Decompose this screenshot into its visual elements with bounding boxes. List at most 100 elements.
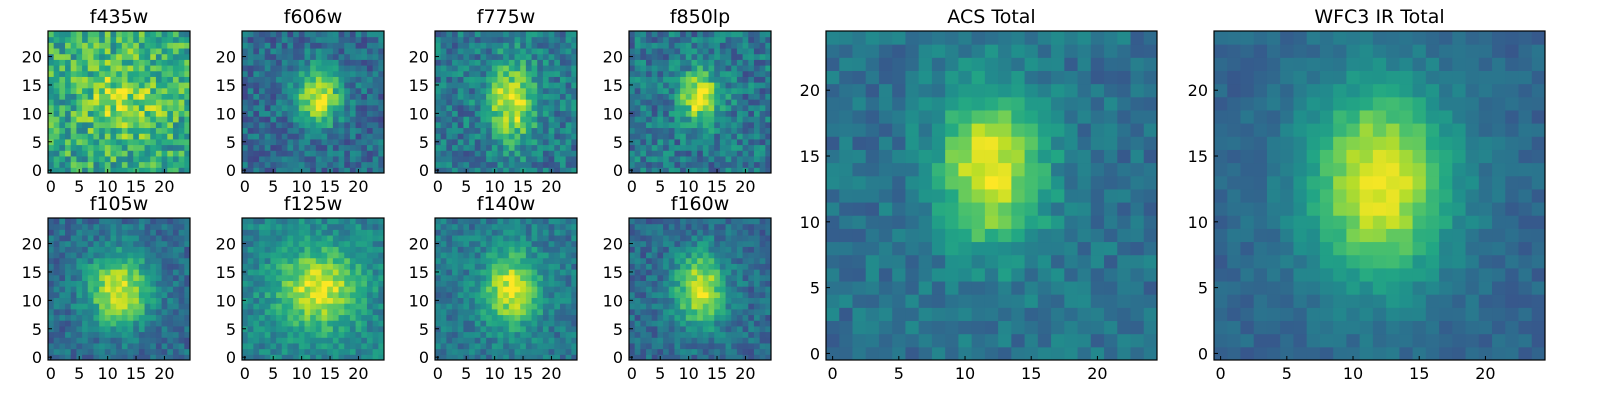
heatmap-cell [110,320,117,327]
heatmap-cell [298,42,305,49]
heatmap-cell [65,320,72,327]
heatmap-cell [104,144,111,151]
heatmap-cell [474,223,481,230]
heatmap-cell [725,42,732,49]
heatmap-cell [48,229,55,236]
heatmap-cell [469,314,476,321]
heatmap-cell [315,65,323,72]
heatmap-cell [452,325,459,333]
heatmap-cell [663,59,670,66]
heatmap-cell [531,308,538,316]
heatmap-cell [110,274,117,281]
heatmap-cell [110,337,117,344]
heatmap-cell [48,48,55,55]
heatmap-cell [293,223,300,230]
heatmap-cell [531,144,538,151]
heatmap-cell [452,257,459,264]
heatmap-cell [474,59,481,66]
heatmap-cell [452,308,459,316]
heatmap-cell [116,257,123,264]
heatmap-cell [287,303,294,310]
heatmap-cell [304,133,311,140]
heatmap-cell [497,65,504,72]
heatmap-cell [253,133,260,140]
heatmap-cell [446,150,453,157]
heatmap-cell [463,274,470,281]
heatmap-cell [104,252,111,259]
heatmap-cell [127,342,134,350]
x-tick-label: 0 [240,177,250,196]
heatmap-cell [435,127,442,134]
heatmap-cell [508,110,516,117]
heatmap-cell [70,127,77,134]
heatmap-cell [731,150,738,157]
heatmap-cell [270,320,277,327]
heatmap-cell [680,286,687,293]
heatmap-cell [93,337,100,344]
heatmap-cell [503,223,510,230]
heatmap-cell [446,246,453,253]
heatmap-cell [344,138,351,146]
heatmap-cell [514,240,521,247]
heatmap-cell [310,337,317,344]
heatmap-cell [82,269,89,276]
heatmap-cell [651,286,658,293]
heatmap-cell [486,82,493,89]
heatmap-cell [247,161,254,168]
heatmap-cell [480,138,487,146]
heatmap-cell [259,116,266,123]
heatmap-cell [537,161,544,168]
heatmap-cell [646,280,653,287]
heatmap-cell [167,93,174,100]
heatmap-cell [116,121,123,129]
heatmap-cell [298,53,305,60]
heatmap-cell [486,144,493,151]
heatmap-cell [765,274,772,281]
heatmap-cell [731,99,738,106]
heatmap-cell [719,257,727,264]
heatmap-cell [497,297,504,304]
heatmap-cell [110,246,117,253]
heatmap-cell [155,116,163,123]
heatmap-cell [731,116,738,123]
heatmap-cell [452,121,459,129]
heatmap-cell [565,59,572,66]
heatmap-cell [440,303,447,310]
heatmap-cell [725,303,732,310]
heatmap-cell [469,59,476,66]
heatmap-cell [59,133,66,140]
heatmap-cell [565,76,572,83]
heatmap-cell [127,104,134,112]
heatmap-cell [133,161,140,168]
heatmap-cell [344,93,351,100]
y-tick-label: 5 [419,320,429,339]
heatmap-cell [736,155,744,163]
heatmap-cell [344,240,351,247]
heatmap-cell [691,133,698,140]
heatmap-cell [184,144,191,151]
heatmap-cell [110,331,117,338]
heatmap-cell [116,354,123,361]
heatmap-cell [708,31,715,38]
heatmap-cell [537,291,544,299]
heatmap-cell [548,320,555,327]
heatmap-cell [127,121,134,129]
heatmap-cell [172,331,180,338]
heatmap-cell [167,104,174,112]
heatmap-cell [640,116,647,123]
heatmap-cell [736,263,744,270]
heatmap-cell [514,354,521,361]
heatmap-cell [697,308,704,316]
heatmap-cell [155,325,163,333]
heatmap-cell [514,263,521,270]
panel-frame [434,217,578,361]
heatmap-cell [542,235,550,242]
heatmap-cell [167,144,174,151]
heatmap-cell [138,144,146,151]
heatmap-cell [503,246,510,253]
heatmap-cell [708,320,715,327]
heatmap-cell [497,150,504,157]
heatmap-cell [161,31,168,38]
heatmap-cell [298,229,305,236]
